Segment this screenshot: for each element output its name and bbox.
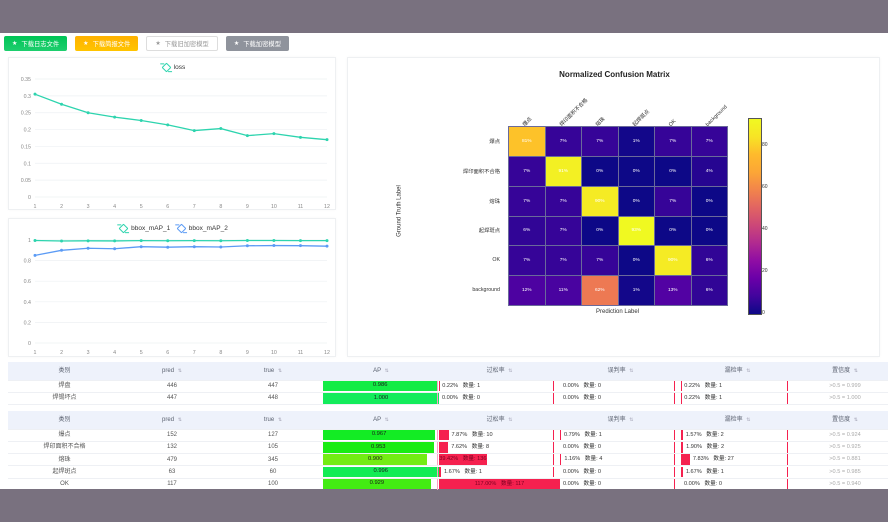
svg-text:0.8: 0.8 [24, 259, 31, 265]
svg-text:12: 12 [324, 350, 330, 356]
svg-text:0.35: 0.35 [21, 77, 31, 83]
svg-text:6: 6 [166, 350, 169, 356]
svg-text:3: 3 [87, 204, 90, 210]
svg-text:9: 9 [246, 350, 249, 356]
svg-text:0.1: 0.1 [24, 162, 31, 168]
svg-text:0.3: 0.3 [24, 94, 31, 100]
svg-text:0.25: 0.25 [21, 111, 31, 117]
svg-text:0.2: 0.2 [24, 128, 31, 134]
svg-text:7: 7 [193, 204, 196, 210]
svg-text:8: 8 [219, 350, 222, 356]
svg-text:10: 10 [271, 350, 277, 356]
svg-text:0.4: 0.4 [24, 300, 31, 306]
svg-text:11: 11 [298, 350, 304, 356]
svg-text:11: 11 [298, 204, 304, 210]
svg-text:3: 3 [87, 350, 90, 356]
svg-text:4: 4 [113, 350, 116, 356]
svg-text:6: 6 [166, 204, 169, 210]
svg-text:0.2: 0.2 [24, 321, 31, 327]
svg-text:4: 4 [113, 204, 116, 210]
svg-text:1: 1 [34, 204, 37, 210]
svg-text:8: 8 [219, 204, 222, 210]
svg-text:0.6: 0.6 [24, 279, 31, 285]
svg-text:9: 9 [246, 204, 249, 210]
svg-text:2: 2 [60, 350, 63, 356]
svg-text:5: 5 [140, 204, 143, 210]
svg-text:12: 12 [324, 204, 330, 210]
svg-text:0.15: 0.15 [21, 145, 31, 151]
svg-text:0: 0 [28, 195, 31, 201]
svg-text:0: 0 [28, 341, 31, 347]
svg-text:2: 2 [60, 204, 63, 210]
svg-text:7: 7 [193, 350, 196, 356]
svg-text:1: 1 [28, 238, 31, 244]
svg-text:0.05: 0.05 [21, 178, 31, 184]
svg-text:5: 5 [140, 350, 143, 356]
svg-text:1: 1 [34, 350, 37, 356]
svg-text:10: 10 [271, 204, 277, 210]
